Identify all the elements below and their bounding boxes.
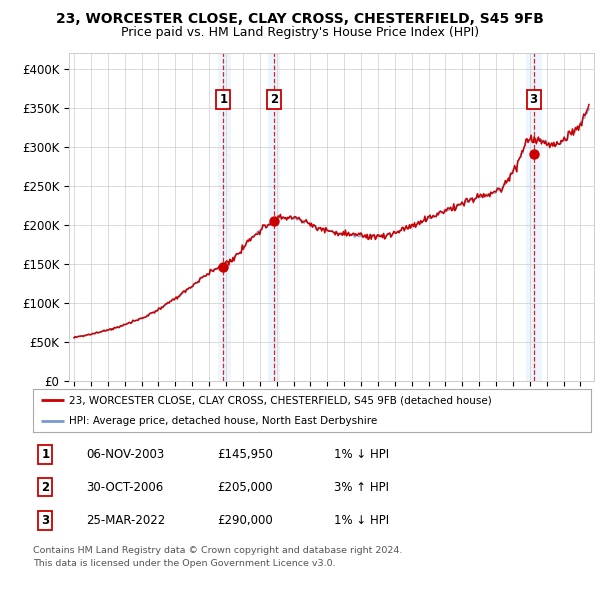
Text: 3% ↑ HPI: 3% ↑ HPI — [334, 480, 389, 494]
Text: 23, WORCESTER CLOSE, CLAY CROSS, CHESTERFIELD, S45 9FB: 23, WORCESTER CLOSE, CLAY CROSS, CHESTER… — [56, 12, 544, 26]
Text: £145,950: £145,950 — [217, 448, 273, 461]
Text: 1% ↓ HPI: 1% ↓ HPI — [334, 514, 389, 527]
Text: 1: 1 — [220, 93, 227, 106]
Text: 1% ↓ HPI: 1% ↓ HPI — [334, 448, 389, 461]
Text: 25-MAR-2022: 25-MAR-2022 — [86, 514, 165, 527]
Text: HPI: Average price, detached house, North East Derbyshire: HPI: Average price, detached house, Nort… — [69, 416, 377, 426]
Bar — [526, 53, 542, 381]
Text: 3: 3 — [41, 514, 49, 527]
Text: 2: 2 — [270, 93, 278, 106]
Bar — [268, 53, 280, 381]
Text: £290,000: £290,000 — [217, 514, 273, 527]
Text: 23, WORCESTER CLOSE, CLAY CROSS, CHESTERFIELD, S45 9FB (detached house): 23, WORCESTER CLOSE, CLAY CROSS, CHESTER… — [69, 395, 492, 405]
Text: Price paid vs. HM Land Registry's House Price Index (HPI): Price paid vs. HM Land Registry's House … — [121, 26, 479, 39]
Text: 2: 2 — [41, 480, 49, 494]
Text: 3: 3 — [530, 93, 538, 106]
Text: 1: 1 — [41, 448, 49, 461]
Text: 30-OCT-2006: 30-OCT-2006 — [86, 480, 163, 494]
Text: This data is licensed under the Open Government Licence v3.0.: This data is licensed under the Open Gov… — [33, 559, 335, 568]
Bar — [218, 53, 231, 381]
Text: Contains HM Land Registry data © Crown copyright and database right 2024.: Contains HM Land Registry data © Crown c… — [33, 546, 403, 555]
Text: £205,000: £205,000 — [217, 480, 273, 494]
Text: 06-NOV-2003: 06-NOV-2003 — [86, 448, 164, 461]
